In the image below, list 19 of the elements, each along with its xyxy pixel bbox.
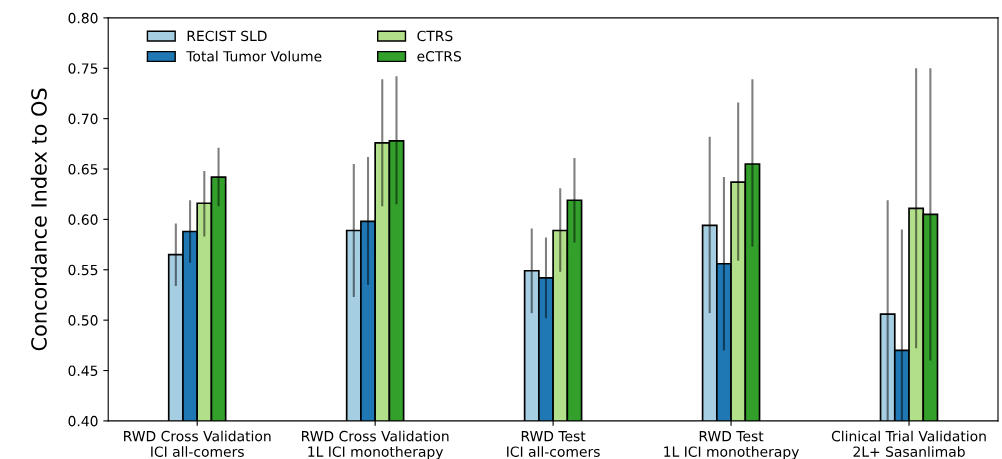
y-tick-label: 0.50	[68, 315, 98, 326]
y-tick-label: 0.40	[68, 415, 98, 427]
legend-label: RECIST SLD	[187, 30, 267, 42]
legend-label: Total Tumor Volume	[186, 50, 322, 62]
y-tick-label: 0.55	[68, 264, 98, 276]
legend-label: eCTRS	[417, 51, 461, 62]
legend-label: CTRS	[417, 30, 453, 42]
x-tick-label: Clinical Trial Validation 2L+ Sasanlimab	[831, 430, 986, 457]
x-tick-label: RWD Test ICI all-comers	[507, 431, 600, 457]
y-tick-label: 0.70	[68, 113, 98, 125]
x-tick-label: RWD Cross Validation 1L ICI monotherapy	[302, 430, 449, 459]
y-tick-label: 0.75	[68, 63, 98, 74]
x-tick-label: RWD Cross Validation ICI all-comers	[124, 430, 271, 457]
y-tick-label: 0.80	[68, 12, 98, 24]
y-tick-label: 0.45	[68, 365, 98, 376]
y-tick-label: 0.60	[68, 214, 98, 225]
x-tick-label: RWD Test 1L ICI monotherapy	[664, 431, 799, 459]
y-axis-title: Concordance Index to OS	[30, 88, 47, 351]
y-tick-label: 0.65	[68, 164, 98, 175]
